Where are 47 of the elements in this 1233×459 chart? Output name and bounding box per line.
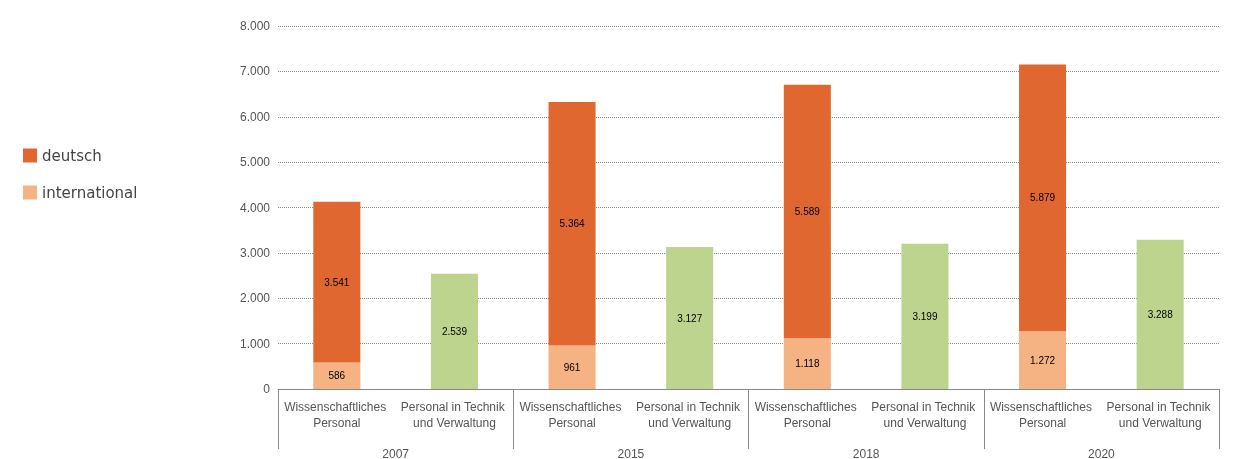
x-tick-label: Personal in Technik und Verwaltung [636, 400, 744, 430]
x-tick-label: Wissenschaftliches Personal [284, 400, 390, 430]
legend-label: deutsch [42, 146, 102, 165]
data-label: 1.272 [1030, 354, 1056, 366]
data-label: 5.879 [1030, 192, 1056, 204]
x-tick-label: Wissenschaftliches Personal [989, 400, 1096, 430]
x-tick-label: Personal in Technik und Verwaltung [871, 400, 979, 430]
legend-label: international [42, 183, 138, 202]
y-tick-label: 4.000 [239, 200, 271, 215]
data-label: 961 [563, 361, 581, 373]
data-label: 586 [328, 370, 346, 382]
text: 2015 [617, 447, 645, 459]
text: 2018 [852, 447, 880, 459]
bar [313, 201, 361, 363]
data-label: 5.364 [559, 218, 586, 230]
bar [430, 273, 478, 389]
y-tick-label: 1.000 [239, 336, 271, 351]
y-tick-label: 5.000 [239, 155, 271, 170]
x-tick-label: Personal in Technik und Verwaltung [1106, 400, 1214, 430]
bar [1019, 331, 1067, 389]
bar [548, 102, 596, 346]
data-label: 3.541 [324, 276, 350, 288]
y-tick-label: 0 [263, 382, 271, 396]
bar [783, 338, 831, 389]
data-label: 3.288 [1147, 308, 1174, 320]
bar [313, 362, 361, 389]
y-tick-label: 2.000 [239, 291, 271, 306]
y-tick-label: 8.000 [239, 19, 271, 33]
bar [1019, 64, 1067, 332]
bar [548, 345, 596, 389]
data-label: 1.118 [795, 358, 820, 370]
data-label: 3.199 [912, 310, 938, 322]
y-tick-label: 6.000 [239, 109, 271, 124]
bar [901, 243, 949, 389]
data-label: 3.127 [677, 312, 703, 324]
bar [1136, 239, 1184, 389]
x-tick-label: Wissenschaftliches Personal [519, 400, 625, 430]
text: 2020 [1088, 447, 1116, 459]
data-label: 2.539 [441, 325, 468, 337]
y-tick-label: 7.000 [239, 64, 271, 79]
bar [666, 247, 714, 389]
bar [783, 84, 831, 339]
x-tick-label: Personal in Technik und Verwaltung [400, 400, 509, 430]
text: 2007 [382, 447, 410, 459]
data-label: 5.589 [794, 205, 821, 217]
y-tick-label: 3.000 [239, 245, 271, 260]
x-tick-label: Wissenschaftliches Personal [754, 400, 860, 430]
